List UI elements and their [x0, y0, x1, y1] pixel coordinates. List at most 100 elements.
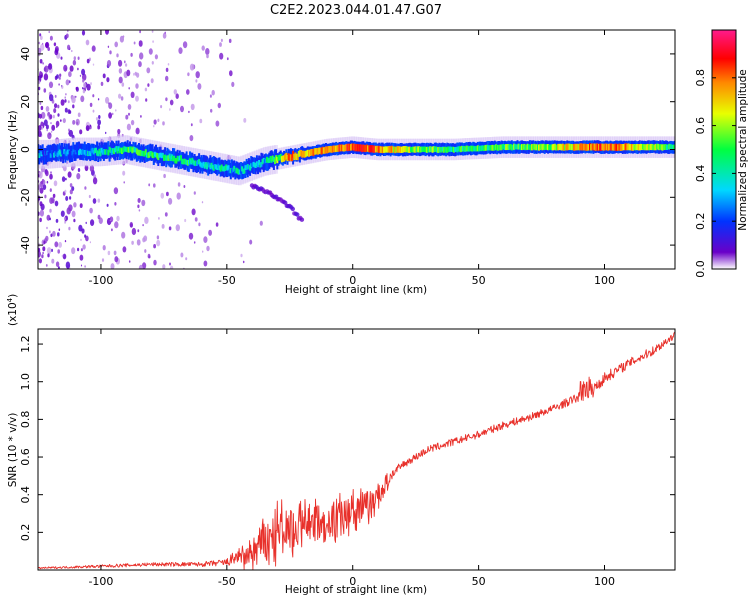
spectrogram-noise-blob: [175, 224, 180, 232]
spectrogram-ridge-core: [407, 146, 410, 153]
spectrogram-ridge-band: [83, 141, 86, 158]
spectrogram-noise-blob: [161, 224, 165, 229]
spectrogram-ridge-core: [258, 160, 261, 165]
spectrogram-noise-blob: [68, 226, 71, 231]
spectrogram-ridge-core: [600, 143, 603, 151]
spectrogram-ridge-core: [199, 161, 202, 167]
spectrogram-ridge-core: [451, 146, 454, 153]
spectrogram-noise-blob: [111, 112, 114, 116]
spectrogram-noise-blob: [50, 122, 52, 125]
spectrogram-ridge-core: [344, 144, 347, 152]
snr-x-axis-label: Height of straight line (km): [285, 584, 427, 596]
spectrogram-noise-blob: [231, 81, 235, 87]
spectrogram-ridge-core: [279, 153, 282, 160]
spectrogram-noise-blob: [79, 254, 84, 261]
spectrogram-noise-blob: [48, 81, 54, 89]
spectrogram-noise-blob: [127, 104, 132, 110]
spectrogram-ridge-core: [244, 165, 247, 170]
spectrogram-ridge-core: [377, 145, 380, 153]
spectrogram-ridge-core: [319, 147, 322, 154]
spectrogram-ridge-core: [141, 150, 144, 156]
figure-title: C2E2.2023.044.01.47.G07: [270, 3, 442, 18]
spectrogram-noise-blob: [57, 266, 60, 269]
spectrogram-ridge-core: [202, 161, 205, 167]
spectrogram-ridge-core: [593, 143, 596, 150]
spectrogram-ridge-core: [552, 144, 555, 151]
colorbar-label: Normalized spectral amplitude: [737, 69, 749, 230]
spectrogram-noise-blob: [91, 45, 96, 52]
spectrogram-ridge-core: [129, 146, 131, 152]
spectrogram-noise-blob: [154, 54, 158, 60]
spectrogram-ridge-core: [381, 146, 384, 154]
spectrogram-noise-blob: [61, 85, 64, 89]
spectrogram-ridge-core: [553, 143, 556, 150]
spectrogram-ridge-band: [114, 144, 117, 161]
spectrogram-noise-blob: [118, 93, 122, 99]
spectrogram-ridge-core: [403, 146, 406, 153]
spectrogram-noise-blob: [42, 62, 44, 65]
spectrogram-ridge-core: [320, 147, 323, 155]
spectrogram-noise-blob: [40, 43, 45, 51]
spectrogram-noise-blob: [153, 183, 156, 188]
spectrogram-noise-blob: [145, 98, 148, 102]
spectrogram-ridge-core: [339, 144, 342, 152]
spectrogram-ridge-core: [153, 151, 156, 157]
spectrogram-noise-blob: [131, 240, 134, 245]
spectrogram-ridge-core: [271, 155, 274, 162]
spectrogram-noise-blob: [73, 56, 77, 61]
spectrogram-ridge-band: [53, 143, 56, 160]
spectrogram-ridge-core: [419, 147, 421, 153]
spectrogram-ridge-core: [542, 143, 545, 150]
spectrogram-noise-blob: [40, 105, 44, 111]
spectrogram-ridge-core: [567, 143, 570, 151]
spectrogram-ridge-core: [479, 145, 482, 151]
spectrogram-noise-blob: [160, 192, 165, 199]
spectrogram-ridge-band: [96, 141, 99, 158]
spectrogram-noise-blob: [52, 193, 56, 198]
spectrogram-noise-blob: [81, 68, 86, 76]
spectrogram-ridge: [38, 135, 675, 186]
spectrogram-ridge-band: [260, 152, 263, 170]
spectrogram-ridge-core: [592, 143, 595, 151]
spectrogram-ridge-core: [221, 166, 224, 172]
spectrogram-ridge-core: [454, 147, 457, 152]
spectrogram-noise-blob: [138, 61, 142, 68]
spectrogram-noise-blob: [100, 81, 104, 86]
spectrogram-ridge-core: [306, 149, 309, 156]
spectrogram-ridge-core: [167, 155, 170, 161]
spectrogram-ridge-core: [654, 143, 657, 151]
spectrogram-noise-blob: [89, 125, 92, 130]
spectrogram-ridge-core: [83, 150, 86, 155]
spectrogram-noise-blob: [39, 33, 42, 37]
spectrogram-ridge-core: [45, 150, 48, 155]
spectrogram-ridge-core: [532, 144, 535, 150]
spectrogram-noise-blob: [136, 72, 140, 78]
spectrogram-noise-blob: [135, 95, 139, 102]
spectrogram-ridge-core: [98, 148, 101, 155]
spectrogram-noise-blob: [114, 41, 118, 48]
spectrogram-ridge-core: [93, 148, 96, 154]
spectrogram-ridge-core: [259, 162, 262, 168]
spectrogram-ridge-band: [151, 144, 154, 161]
spectrogram-noise-blob: [215, 222, 219, 227]
spectrogram-ridge-core: [389, 146, 392, 153]
spectrogram-noise-blob: [190, 123, 193, 127]
spectrogram-noise-blob: [45, 235, 49, 242]
spectrogram-noise-blob: [128, 260, 131, 263]
spectrogram-ridge-core: [349, 144, 352, 151]
spectrogram-ridge-core: [152, 152, 155, 158]
spectrogram-ridge-core: [626, 143, 629, 151]
spectrogram-noise-blob: [128, 112, 130, 116]
spectrogram-ridge-core: [355, 144, 358, 151]
spectrogram-ridge-core: [123, 146, 126, 152]
spectrogram-ridge-core: [172, 155, 174, 162]
spectrogram-ridge-core: [638, 144, 641, 151]
spectrogram-noise-blob: [122, 35, 125, 38]
spectrogram-ridge-core: [343, 145, 346, 152]
spectrogram-ridge-core: [531, 144, 534, 151]
spectrogram-noise-blob: [151, 30, 154, 33]
spectrogram-ridge-core: [599, 143, 602, 151]
spectrogram-ridge-core: [42, 152, 45, 157]
spectrogram-ridge-core: [322, 147, 325, 154]
spectrogram-ridge-core: [672, 144, 675, 151]
